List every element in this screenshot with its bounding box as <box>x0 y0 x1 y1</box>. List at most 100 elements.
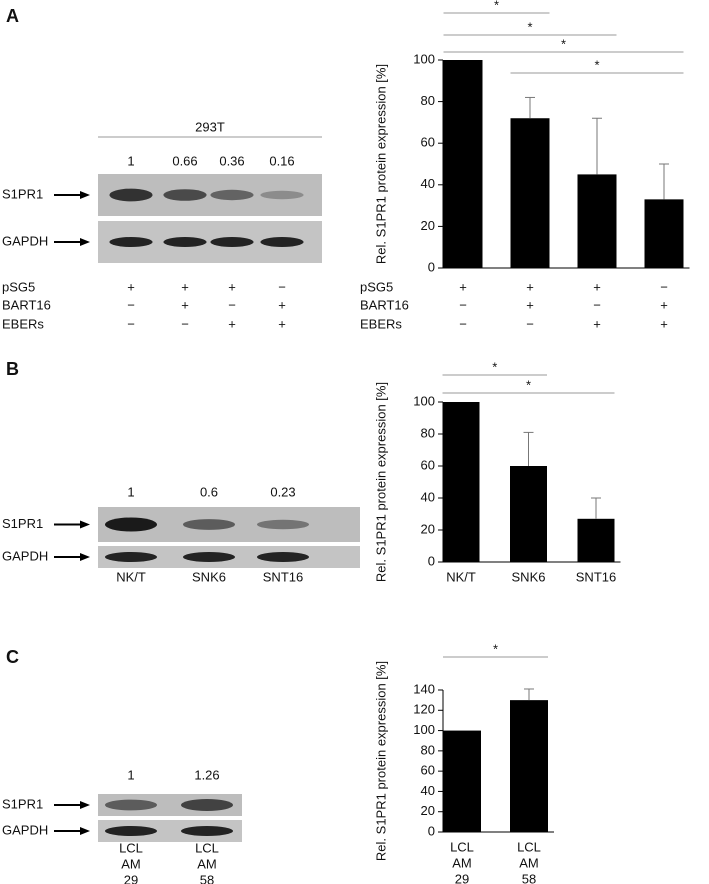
condition-sign: + <box>181 297 189 312</box>
significance-label: * <box>526 377 531 392</box>
condition-sign: − <box>526 316 534 331</box>
y-tick-label: 100 <box>413 51 435 66</box>
lane-label: AM <box>197 856 217 871</box>
lane-label: LCL <box>450 839 474 854</box>
bar <box>510 466 547 562</box>
condition-sign: + <box>660 297 668 312</box>
lane-label: NK/T <box>446 569 476 584</box>
y-tick-label: 40 <box>421 783 435 798</box>
condition-sign: + <box>593 316 601 331</box>
panel-letter: C <box>6 647 19 667</box>
arrow-head <box>80 553 90 561</box>
significance-label: * <box>594 57 599 72</box>
condition-sign: + <box>181 279 189 294</box>
condition-sign: + <box>127 279 135 294</box>
band-ratio: 1 <box>127 484 134 499</box>
band <box>105 826 157 836</box>
lane-label: 29 <box>124 872 138 884</box>
y-tick-label: 80 <box>421 93 435 108</box>
lane-label: AM <box>452 855 472 870</box>
lane-label: SNT16 <box>263 569 303 584</box>
band <box>260 190 304 200</box>
lane-label: NK/T <box>116 569 146 584</box>
lane-label: LCL <box>119 840 143 855</box>
y-tick-label: 120 <box>413 702 435 717</box>
bar <box>577 518 615 562</box>
y-tick-label: 20 <box>421 803 435 818</box>
band <box>210 237 254 247</box>
condition-sign: + <box>228 316 236 331</box>
lane-label: AM <box>121 856 141 871</box>
y-tick-label: 60 <box>421 135 435 150</box>
y-tick-label: 100 <box>413 722 435 737</box>
significance-label: * <box>527 19 532 34</box>
lane-label: SNK6 <box>512 569 546 584</box>
band-ratio: 1 <box>127 767 134 782</box>
band <box>163 189 207 201</box>
panel-letter: B <box>6 359 19 379</box>
bar <box>510 700 548 832</box>
condition-sign: − <box>459 316 467 331</box>
condition-label: BART16 <box>2 297 51 312</box>
panel-letter: A <box>6 6 19 26</box>
band <box>109 188 153 202</box>
blot-row-label: S1PR1 <box>2 186 43 201</box>
condition-label: BART16 <box>360 297 409 312</box>
lane-label: LCL <box>517 839 541 854</box>
band <box>109 237 153 247</box>
bar <box>442 402 480 562</box>
band <box>181 826 233 836</box>
bar <box>644 199 684 268</box>
condition-sign: − <box>127 297 135 312</box>
band <box>183 519 235 530</box>
band <box>260 237 304 247</box>
condition-label: EBERs <box>2 316 44 331</box>
band-ratio: 0.36 <box>219 153 244 168</box>
significance-label: * <box>492 359 497 374</box>
condition-sign: + <box>660 316 668 331</box>
y-tick-label: 20 <box>421 218 435 233</box>
bar <box>577 174 617 268</box>
arrow-head <box>80 238 90 246</box>
lane-label: 58 <box>200 872 214 884</box>
y-tick-label: 0 <box>428 823 435 838</box>
band-ratio: 0.66 <box>172 153 197 168</box>
condition-sign: − <box>459 297 467 312</box>
arrow-head <box>80 191 90 199</box>
condition-label: EBERs <box>360 316 402 331</box>
significance-label: * <box>561 36 566 51</box>
band <box>257 519 309 530</box>
lane-label: LCL <box>195 840 219 855</box>
condition-sign: + <box>278 316 286 331</box>
band <box>210 189 254 201</box>
y-tick-label: 80 <box>421 742 435 757</box>
condition-sign: − <box>127 316 135 331</box>
significance-label: * <box>494 0 499 12</box>
condition-sign: + <box>593 279 601 294</box>
band <box>181 799 233 811</box>
y-tick-label: 140 <box>413 681 435 696</box>
condition-sign: − <box>181 316 189 331</box>
condition-sign: + <box>228 279 236 294</box>
condition-sign: − <box>660 279 668 294</box>
condition-label: pSG5 <box>360 279 393 294</box>
band <box>257 552 309 562</box>
y-tick-label: 0 <box>428 553 435 568</box>
condition-sign: − <box>228 297 236 312</box>
condition-sign: + <box>459 279 467 294</box>
lane-label: SNK6 <box>192 569 226 584</box>
cell-line-label: 293T <box>195 119 225 134</box>
band-ratio: 1.26 <box>194 767 219 782</box>
blot-row-label: S1PR1 <box>2 796 43 811</box>
condition-sign: − <box>593 297 601 312</box>
y-tick-label: 60 <box>421 763 435 778</box>
band <box>163 237 207 247</box>
blot-row-label: GAPDH <box>2 548 48 563</box>
y-axis-title: Rel. S1PR1 protein expression [%] <box>373 64 388 264</box>
band <box>183 552 235 562</box>
lane-label: 29 <box>455 871 469 884</box>
y-tick-label: 80 <box>421 425 435 440</box>
arrow-head <box>80 827 90 835</box>
lane-label: SNT16 <box>576 569 616 584</box>
